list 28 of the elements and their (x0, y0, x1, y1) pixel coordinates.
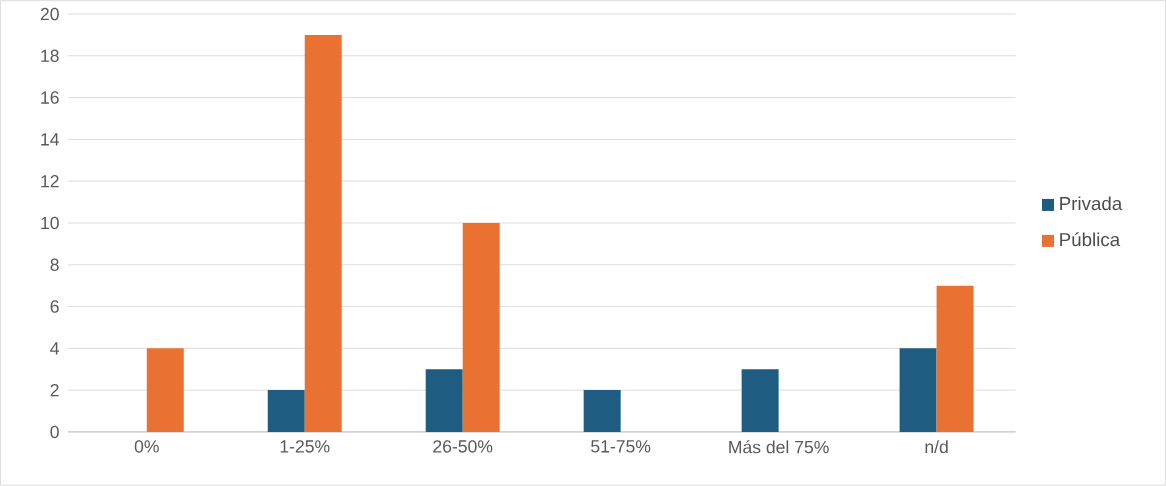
x-tick-label: n/d (925, 440, 948, 454)
bar (741, 369, 779, 433)
legend-label: Privada (1060, 196, 1123, 211)
y-tick-label: 20 (40, 7, 59, 21)
x-tick-label: 26-50% (433, 440, 493, 453)
bar (583, 390, 621, 433)
x-tick-label: 1-25% (280, 440, 330, 453)
y-tick-label: 6 (50, 300, 59, 313)
bar (462, 223, 500, 433)
bar (304, 35, 342, 433)
y-tick-label: 0 (50, 425, 59, 439)
x-tick-label: Más del 75% (729, 440, 829, 454)
bar (146, 348, 184, 433)
y-tick-label: 14 (41, 133, 60, 146)
y-tick-label: 18 (41, 49, 59, 63)
y-tick-label: 10 (41, 216, 59, 230)
y-tick-label: 8 (50, 258, 59, 272)
y-tick-label: 12 (41, 175, 59, 188)
bar (936, 285, 974, 433)
bar (425, 369, 463, 433)
y-tick-label: 16 (41, 91, 59, 104)
y-tick-label: 2 (50, 384, 59, 397)
legend-label: Pública (1060, 232, 1121, 247)
x-tick-label: 51-75% (591, 440, 651, 453)
bar (267, 390, 305, 433)
y-tick-label: 4 (50, 342, 60, 355)
x-tick-label: 0% (134, 440, 159, 453)
bar (899, 348, 937, 433)
